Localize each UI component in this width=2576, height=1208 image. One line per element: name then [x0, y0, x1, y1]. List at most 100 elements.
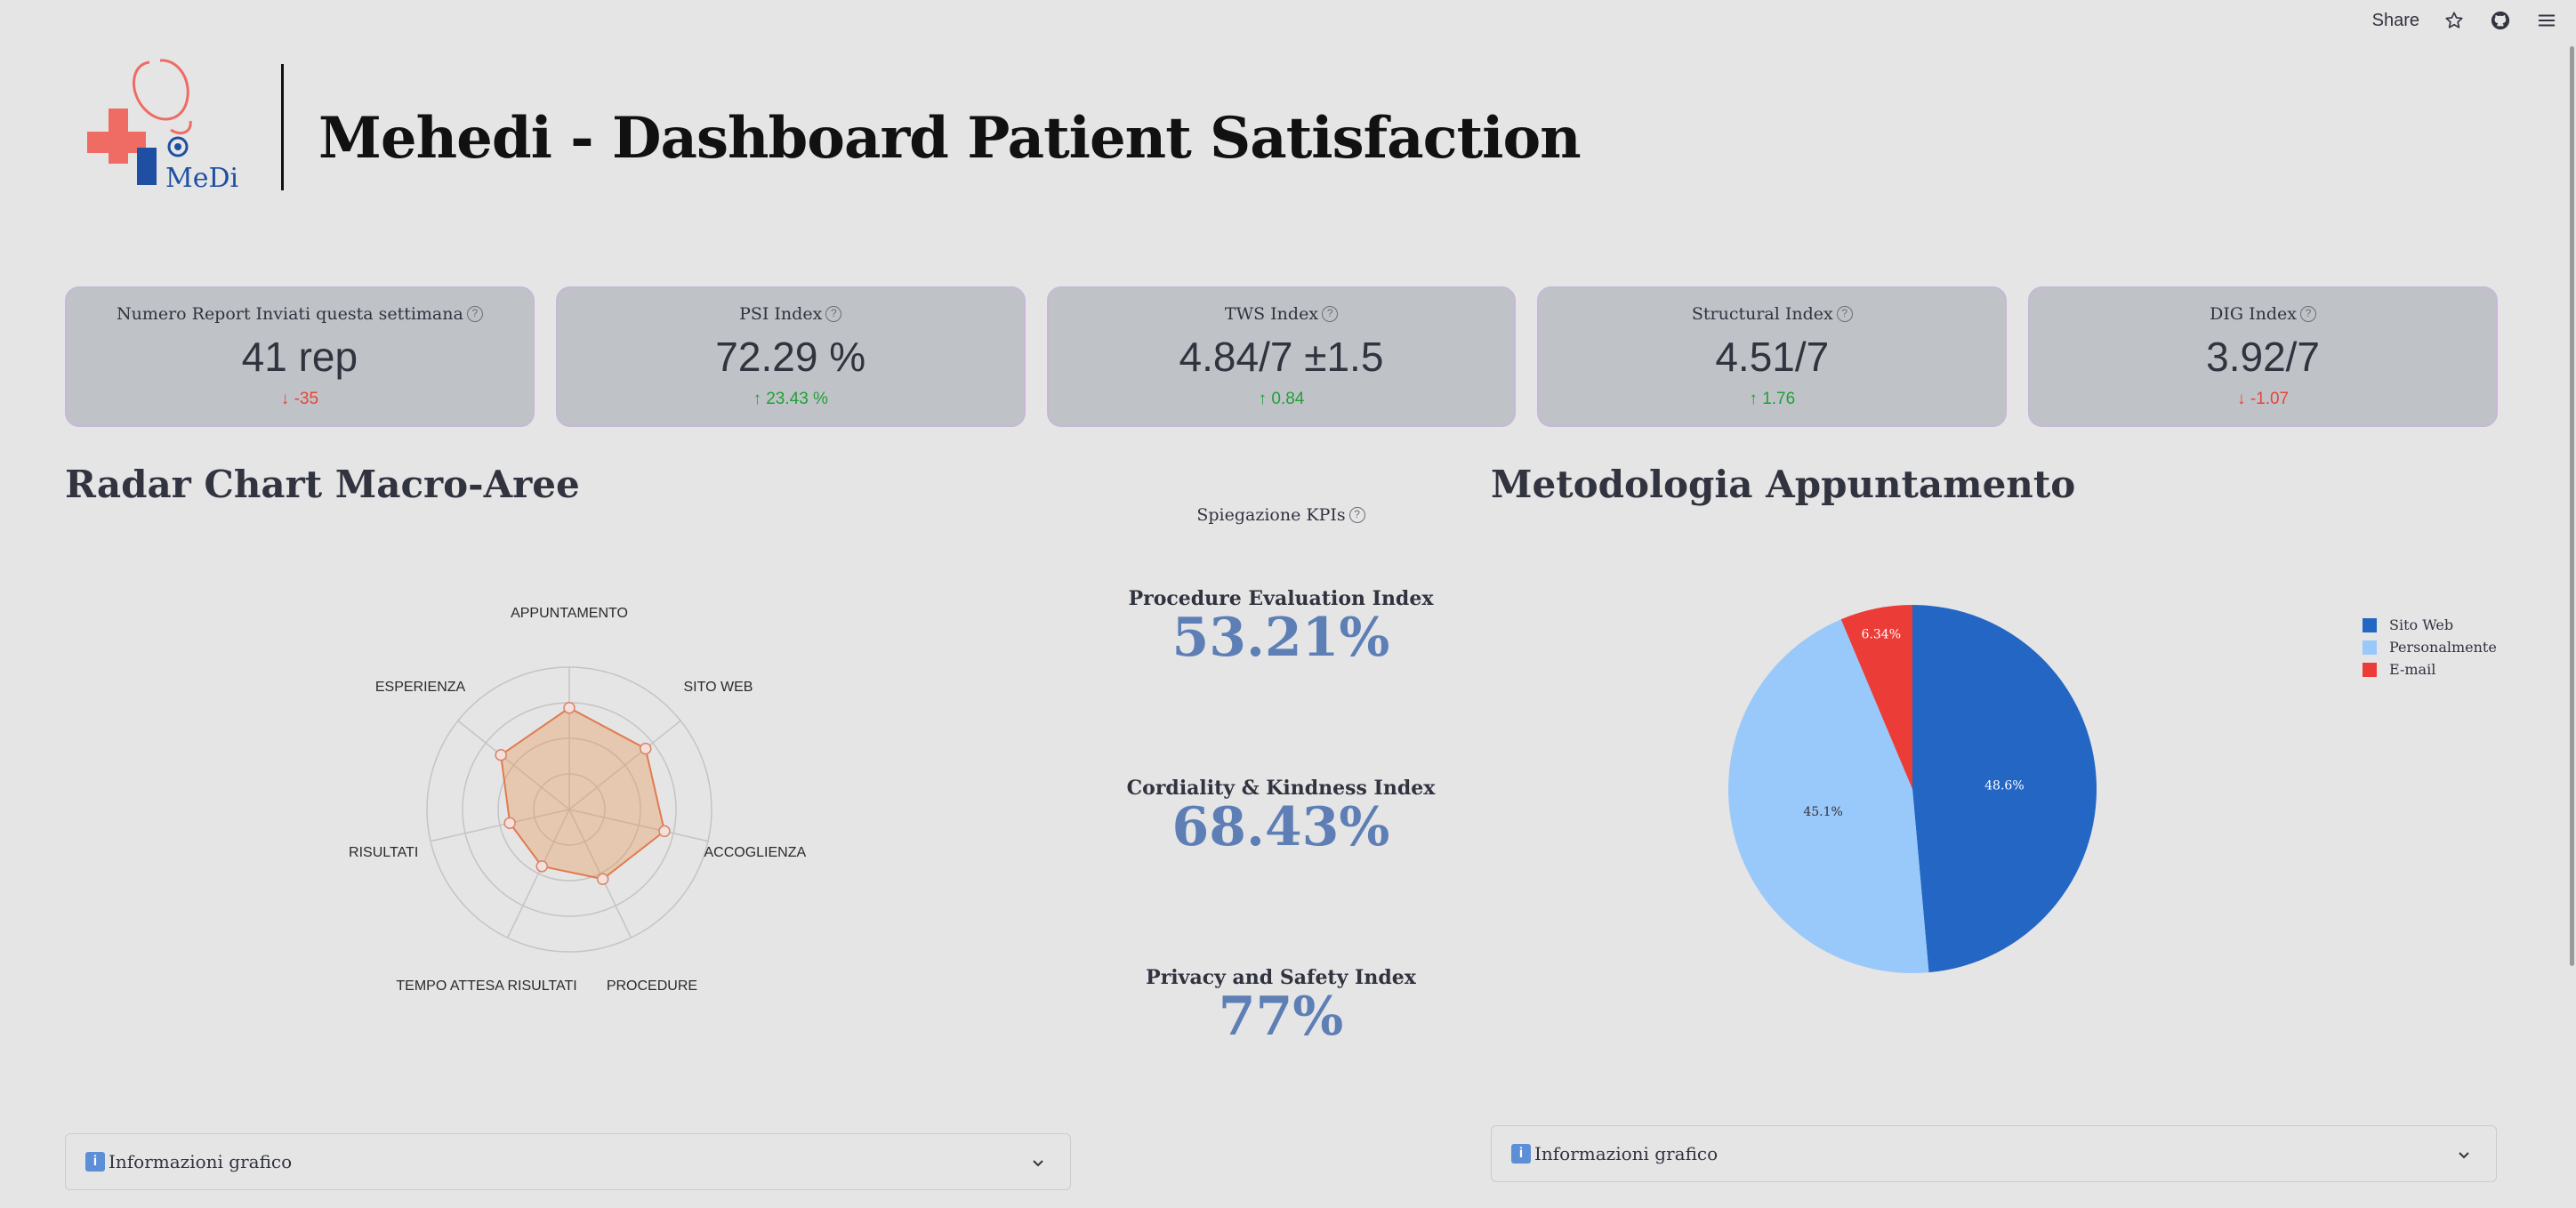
pie-value-label: 6.34%	[1862, 627, 1901, 641]
metric-card-reports: Numero Report Inviati questa settimana? …	[65, 286, 535, 427]
radar-axis	[430, 809, 570, 842]
medi-logo: MeDi	[78, 52, 247, 194]
info-icon: i	[1511, 1144, 1531, 1164]
radar-category-label: SITO WEB	[683, 679, 753, 695]
github-icon[interactable]	[2489, 9, 2512, 32]
chevron-down-icon	[2455, 1146, 2473, 1168]
legend-item[interactable]: Sito Web	[2363, 614, 2497, 636]
arrow-up-icon: ↑	[1258, 390, 1268, 408]
help-icon[interactable]: ?	[1322, 306, 1339, 322]
radar-point	[658, 825, 671, 838]
radar-title: Radar Chart Macro-Aree	[65, 463, 580, 506]
kpi-heading: Spiegazione KPIs?	[1165, 505, 1397, 525]
metric-card-tws: TWS Index? 4.84/7 ±1.5 ↑ 0.84	[1046, 286, 1517, 427]
metric-value: 3.92/7	[2206, 334, 2321, 380]
legend-label: E-mail	[2389, 661, 2436, 678]
metric-value: 4.51/7	[1715, 334, 1830, 380]
metric-label: Numero Report Inviati questa settimana	[116, 304, 463, 324]
radar-point	[596, 873, 609, 886]
pie-slice	[1912, 605, 2097, 973]
header-divider	[281, 64, 284, 190]
expander-label: Informazioni grafico	[1534, 1143, 1719, 1164]
metric-card-psi: PSI Index? 72.29 % ↑ 23.43 %	[555, 286, 1026, 427]
help-icon[interactable]: ?	[466, 306, 483, 322]
metric-delta: 1.76	[1762, 390, 1796, 408]
radar-category-label: ESPERIENZA	[374, 679, 466, 695]
scrollbar[interactable]	[2567, 46, 2576, 966]
radar-axis	[457, 720, 570, 810]
legend-swatch	[2363, 640, 2377, 655]
pie-chart[interactable]: 48.6% 45.1% 6.34%	[1717, 596, 2108, 987]
metric-label: DIG Index	[2210, 304, 2297, 324]
metric-delta: 23.43 %	[766, 390, 828, 408]
radar-category-label: RISULTATI	[349, 845, 419, 861]
star-icon[interactable]	[2443, 9, 2466, 32]
radar-svg[interactable]	[302, 605, 872, 1014]
logo-text: MeDi	[165, 163, 238, 194]
share-button[interactable]: Share	[2371, 10, 2419, 30]
help-icon[interactable]: ?	[1836, 306, 1853, 322]
arrow-up-icon: ↑	[1749, 390, 1758, 408]
metric-label: Structural Index	[1691, 304, 1833, 324]
pie-legend: Sito Web Personalmente E-mail	[2363, 614, 2497, 681]
kpi-label: Procedure Evaluation Index	[1128, 587, 1434, 610]
radar-chart[interactable]	[302, 605, 872, 1014]
top-toolbar: Share	[2372, 7, 2558, 34]
info-icon: i	[85, 1152, 105, 1172]
help-icon[interactable]: ?	[2300, 306, 2316, 322]
metric-delta: -35	[294, 390, 319, 408]
metric-delta: -1.07	[2250, 390, 2290, 408]
radar-category-label: TEMPO ATTESA RISULTATI	[396, 978, 577, 994]
menu-icon[interactable]	[2535, 9, 2558, 32]
pie-svg[interactable]: 48.6% 45.1% 6.34%	[1717, 596, 2108, 987]
info-expander-radar[interactable]: i Informazioni grafico	[65, 1133, 1071, 1190]
pie-slice	[1840, 605, 1912, 789]
legend-label: Sito Web	[2389, 616, 2454, 633]
help-icon[interactable]: ?	[825, 306, 842, 322]
metric-card-dig: DIG Index? 3.92/7 ↓ -1.07	[2028, 286, 2498, 427]
radar-axis	[568, 809, 709, 842]
metric-cards: Numero Report Inviati questa settimana? …	[65, 286, 2498, 427]
radar-axis	[568, 720, 681, 810]
metric-label: PSI Index	[739, 304, 823, 324]
help-icon[interactable]: ?	[1348, 507, 1365, 523]
pie-value-label: 45.1%	[1803, 805, 1842, 819]
kpi-privacy: Privacy and Safety Index 77%	[1121, 966, 1441, 1045]
radar-axis	[506, 809, 570, 938]
arrow-down-icon: ↓	[2237, 390, 2246, 408]
metric-value: 4.84/7 ±1.5	[1179, 334, 1384, 380]
info-expander-pie[interactable]: i Informazioni grafico	[1491, 1125, 2497, 1182]
pie-slice	[1727, 619, 1929, 973]
radar-point	[535, 860, 549, 873]
page-title: Mehedi - Dashboard Patient Satisfaction	[318, 105, 1582, 172]
legend-item[interactable]: E-mail	[2363, 658, 2497, 681]
kpi-value: 53.21%	[1171, 607, 1390, 669]
expander-label: Informazioni grafico	[109, 1151, 293, 1172]
metric-value: 72.29 %	[715, 334, 866, 380]
metric-card-structural: Structural Index? 4.51/7 ↑ 1.76	[1537, 286, 2008, 427]
radar-point	[640, 742, 652, 755]
radar-point	[563, 701, 576, 714]
legend-swatch	[2363, 662, 2377, 677]
kpi-value: 77%	[1218, 986, 1344, 1048]
metric-value: 41 rep	[241, 334, 358, 380]
kpi-heading-text: Spiegazione KPIs	[1196, 505, 1346, 525]
legend-label: Personalmente	[2389, 639, 2497, 656]
kpi-cordiality: Cordiality & Kindness Index 68.43%	[1121, 777, 1441, 856]
kpi-label: Privacy and Safety Index	[1146, 966, 1416, 989]
radar-point	[503, 817, 516, 830]
radar-category-label: PROCEDURE	[606, 978, 698, 994]
scrollbar-thumb[interactable]	[2570, 46, 2574, 966]
chevron-down-icon	[1029, 1154, 1047, 1176]
kpi-value: 68.43%	[1171, 796, 1390, 858]
radar-point	[495, 748, 507, 761]
arrow-down-icon: ↓	[280, 390, 290, 408]
legend-item[interactable]: Personalmente	[2363, 636, 2497, 658]
pie-title: Metodologia Appuntamento	[1491, 463, 2076, 506]
radar-category-label: APPUNTAMENTO	[511, 605, 628, 621]
pie-value-label: 48.6%	[1984, 778, 2024, 793]
radar-category-label: ACCOGLIENZA	[704, 845, 807, 861]
legend-swatch	[2363, 617, 2377, 632]
kpi-label: Cordiality & Kindness Index	[1126, 777, 1436, 800]
metric-label: TWS Index	[1224, 304, 1319, 324]
